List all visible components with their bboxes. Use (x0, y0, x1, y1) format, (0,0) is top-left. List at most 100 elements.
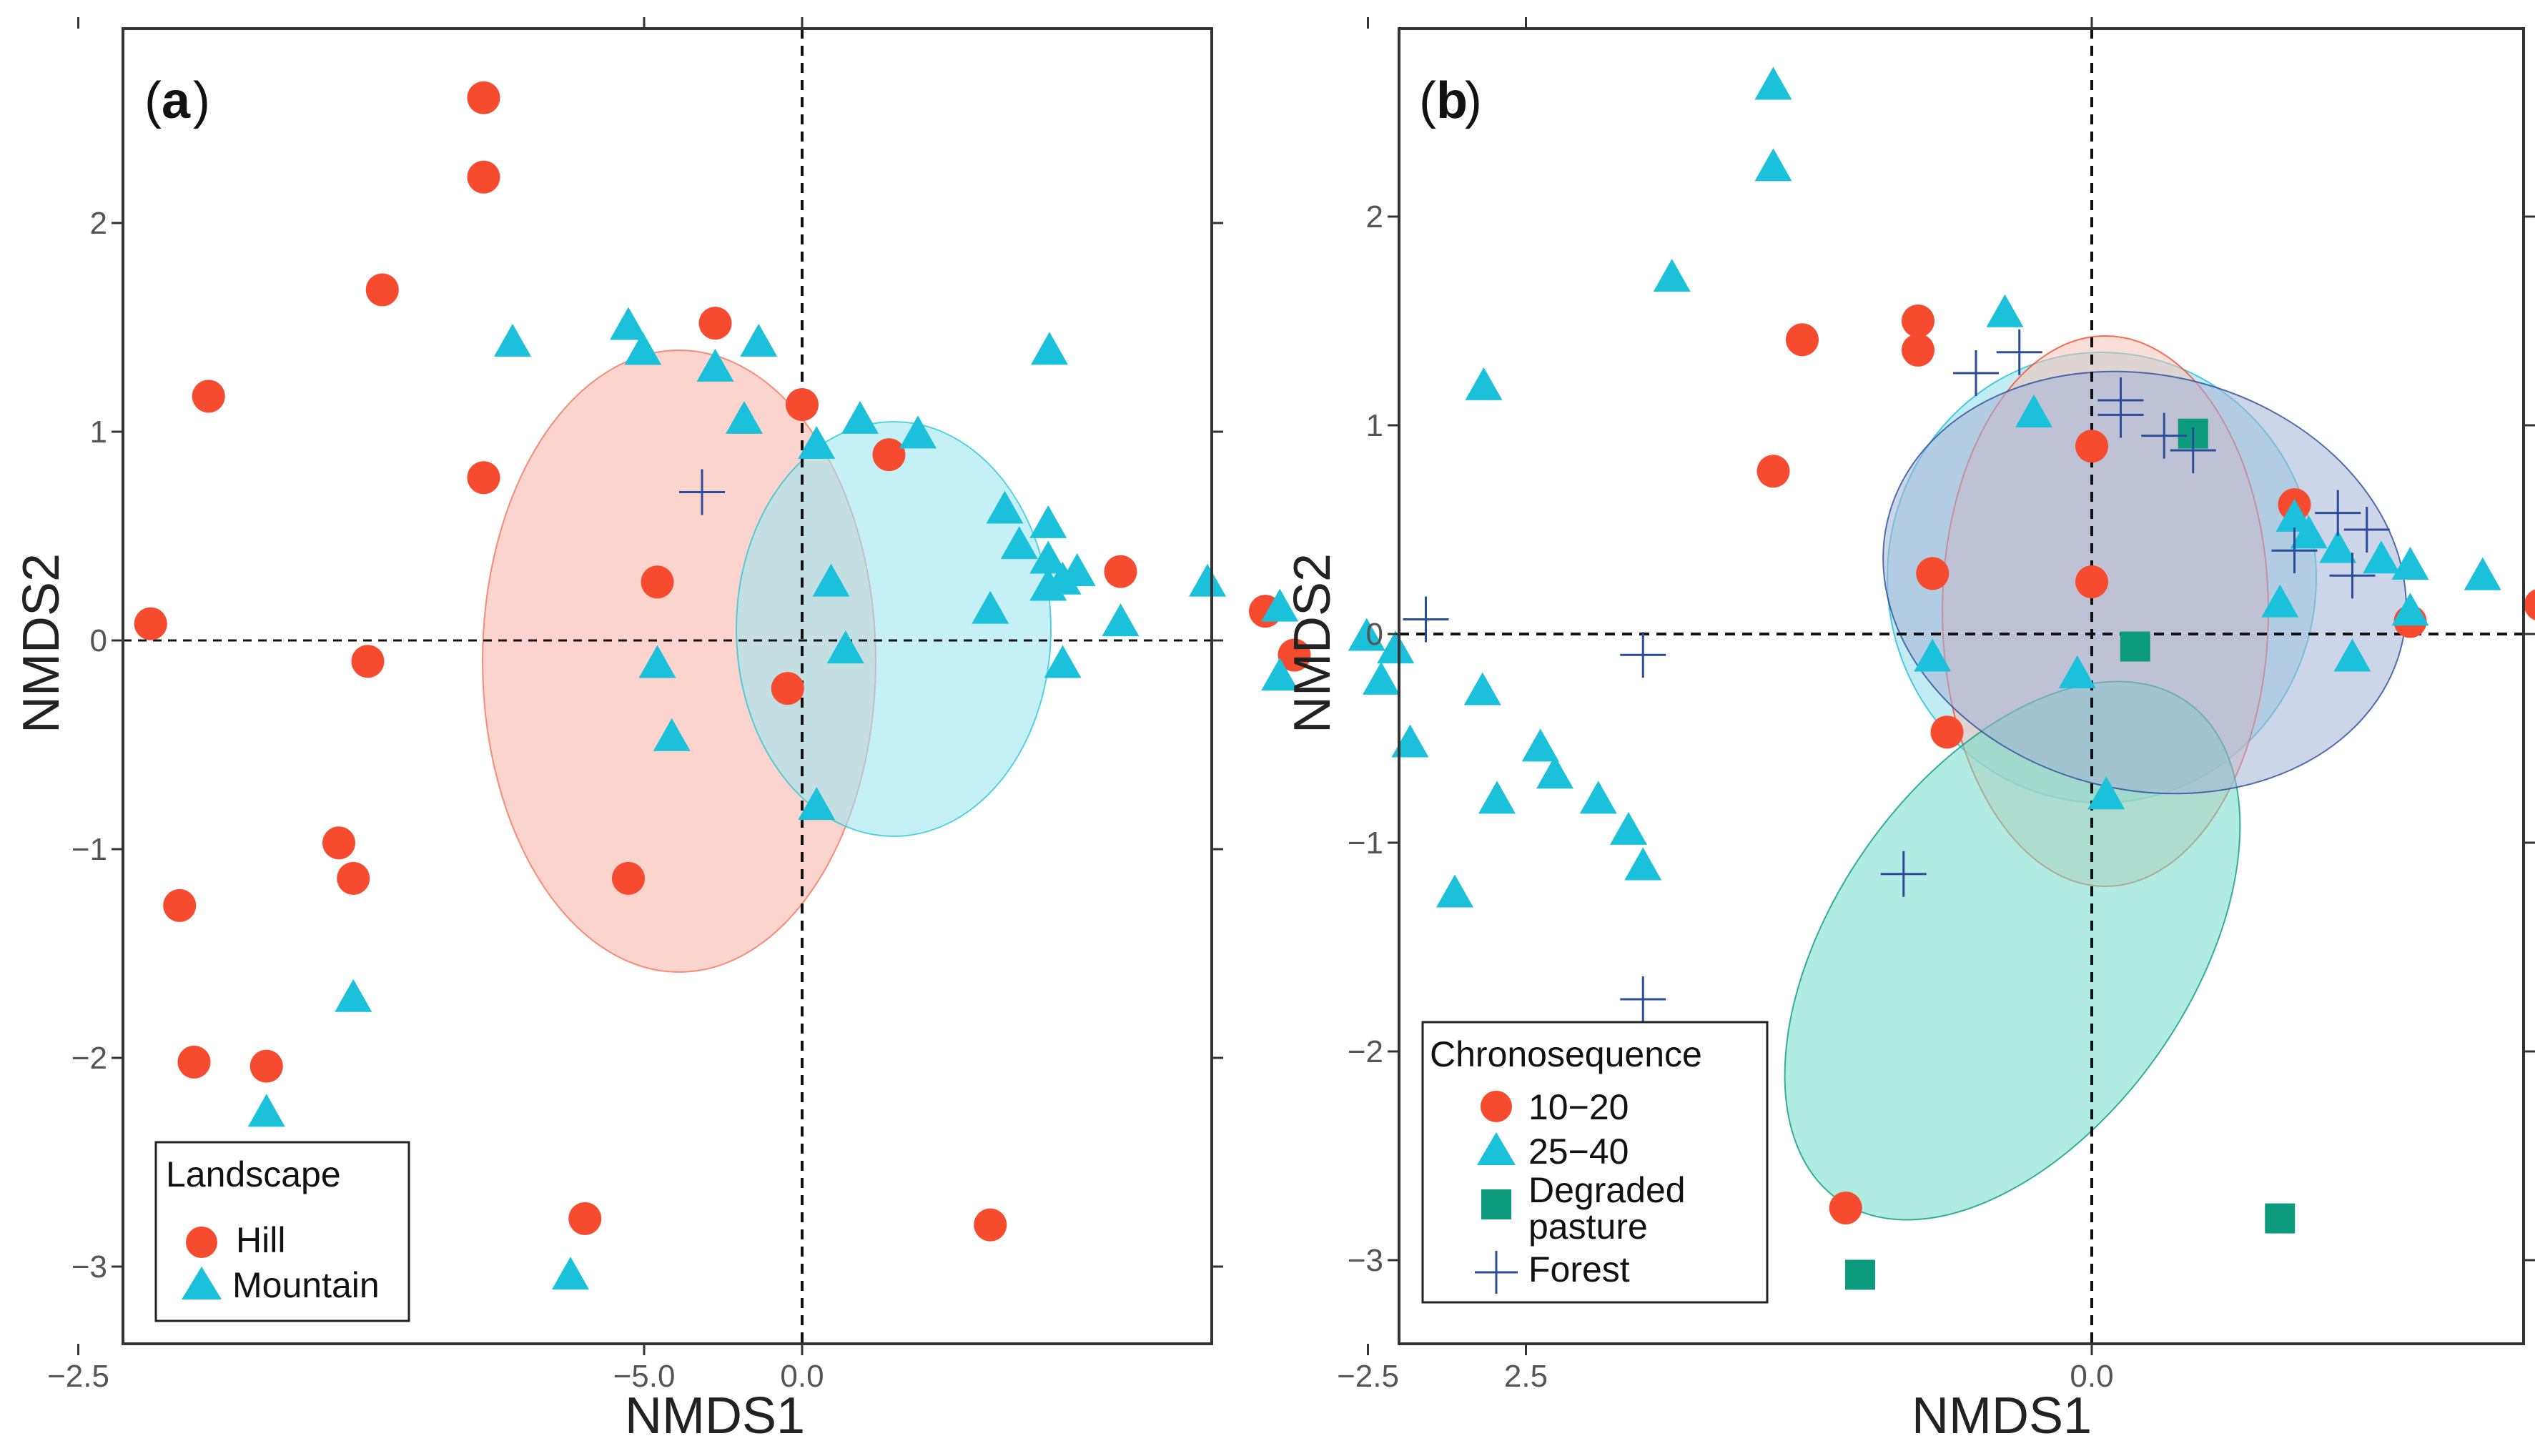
legend-forest-label: Forest (1528, 1249, 1630, 1289)
panel-a-x-axis-title: NMDS1 (625, 1387, 805, 1445)
panel-a-point-mountain-19 (1261, 588, 1299, 622)
panel-b-point-25-40-16 (2391, 593, 2429, 626)
panel-a-point-mountain-36 (798, 787, 836, 821)
panel-a-point-mountain-34 (1478, 781, 1516, 814)
panel-a-point-hill-2 (467, 160, 500, 194)
panel-a-point-hill-26 (974, 1208, 1007, 1242)
panel-a-point-hill-13 (351, 645, 385, 678)
panel-b-frame (1398, 27, 2525, 1345)
panel-b-point-25-40-11 (2363, 540, 2400, 574)
panel-b-point-25-40-1 (1754, 66, 1792, 100)
panel-a-point-hill-19 (337, 861, 370, 895)
panel-a: −5.0 −2.5 0.0 2.5 −3 −2 −1 0 1 2 ( a ) NMDS1 NMDS… (13, 17, 1617, 1445)
legend-10-20-marker (1481, 1091, 1512, 1122)
panel-b-point-25-40-4 (1031, 332, 1068, 365)
panel-a-frame (122, 27, 1213, 1345)
panel-a-point-mountain-1 (610, 307, 647, 340)
panel-a-point-mountain-16 (812, 563, 850, 597)
panel-b-y-axis-title: NMDS2 (1284, 553, 1341, 733)
legend-25-40-label: 25−40 (1528, 1131, 1629, 1172)
panel-a-point-hill-18 (322, 826, 355, 860)
panel-a-point-hill-10 (872, 438, 906, 472)
panel-b-point-10-20-3 (1902, 333, 1934, 367)
panel-b-point-forest-1 (679, 469, 725, 515)
panel-a-point-hill-25 (568, 1202, 602, 1235)
panel-a-point-mountain-25 (1044, 645, 1082, 678)
panel-a-ytick-label-6: 2 (90, 206, 107, 241)
panel-a-point-mountain-37 (335, 979, 372, 1012)
panel-b-ytick-label-2: −2 (1348, 1034, 1383, 1069)
panel-b-label-open: ( (1419, 72, 1436, 129)
panel-b-point-25-40-15 (2261, 584, 2299, 618)
panel-b-point-25-40-2 (1754, 148, 1792, 182)
panel-a-legend: Landscape Hill Mountain (154, 1141, 410, 1322)
panel-a-point-mountain-6 (726, 400, 763, 434)
panel-a-point-mountain-9 (798, 425, 836, 459)
panel-b-point-25-40-5 (1986, 294, 2024, 327)
panel-b-point-forest-11 (2329, 553, 2376, 599)
legend-forest-marker (1475, 1251, 1518, 1294)
panel-a-xtick-label-4: 2.5 (1504, 1359, 1548, 1394)
panel-a-point-hill-11 (641, 565, 674, 599)
panel-b-point-10-20-8 (2075, 565, 2108, 598)
panel-a-ticks: −5.0 −2.5 0.0 2.5 −3 −2 −1 0 1 2 (47, 17, 1548, 1394)
panel-b-point-degraded-pasture-8 (2265, 1203, 2296, 1234)
panel-b-label-close: ) (1465, 72, 1482, 129)
panel-b-ytick-label-5: 1 (1366, 408, 1383, 443)
panel-a-point-mountain-8 (899, 415, 937, 449)
panel-b-point-10-20-5 (1756, 455, 1790, 488)
panel-a-label-open: ( (144, 72, 162, 129)
legend-hill-marker (186, 1227, 217, 1258)
panel-a-point-hill-3 (365, 273, 399, 307)
panel-a-point-mountain-30 (653, 718, 691, 751)
panel-a-point-mountain-22 (1348, 618, 1385, 651)
ellipse-forest (1882, 370, 2407, 795)
panel-b-point-25-40-7 (2015, 394, 2052, 427)
panel-a-point-mountain-13 (1029, 540, 1067, 574)
panel-a-point-mountain-12 (1000, 526, 1038, 560)
panel-a-point-mountain-4 (740, 323, 778, 357)
panel-a-ellipses (482, 350, 1052, 973)
panel-b-xtick-label-3: 0.0 (2070, 1359, 2113, 1394)
panel-a-point-hill-8 (467, 461, 500, 495)
panel-b-x-axis-title: NMDS1 (1912, 1387, 2092, 1445)
panel-b-point-forest-5 (2097, 392, 2144, 438)
panel-a-point-hill-22 (177, 1045, 211, 1079)
panel-a-point-mountain-18 (1189, 563, 1226, 597)
panel-b-point-forest-6 (2141, 412, 2188, 459)
panel-b-point-degraded-pasture-2 (2120, 631, 2150, 662)
panel-b-point-forest-10 (2271, 528, 2318, 574)
panel-b-ytick-label-3: −1 (1348, 826, 1383, 861)
panel-a-point-mountain-23 (1377, 630, 1415, 664)
panel-a-ytick-label-4: 0 (90, 623, 107, 658)
panel-b-point-25-40-3 (1653, 259, 1691, 292)
legend-10-20-label: 10−20 (1528, 1087, 1629, 1127)
panel-b-ytick-label-4: 0 (1366, 617, 1383, 652)
panel-a-point-hill-14 (1104, 555, 1137, 588)
panel-a-point-mountain-21 (1102, 603, 1140, 637)
panel-a-point-mountain-38 (247, 1094, 285, 1127)
panel-b-point-25-40-19 (2058, 655, 2096, 688)
panel-a-label-close: ) (193, 72, 210, 129)
legend-degraded-pasture-marker (1481, 1189, 1511, 1219)
panel-a-point-hill-12 (134, 607, 167, 640)
panel-a-point-mountain-2 (494, 323, 531, 357)
panel-b-point-25-40-12 (2391, 547, 2429, 580)
panel-a-point-mountain-7 (841, 400, 879, 434)
panel-a-point-mountain-33 (1536, 756, 1573, 789)
panel-b-label-letter: b (1436, 72, 1468, 129)
panel-a-point-mountain-31 (1391, 724, 1429, 758)
panel-a-point-hill-6 (192, 380, 225, 413)
panel-a-point-hill-9 (786, 388, 819, 422)
panel-b-point-25-40-24 (1624, 847, 1662, 881)
panel-a-ytick-label-2: −2 (71, 1041, 107, 1076)
panel-b-point-10-20-2 (1786, 323, 1819, 357)
panel-b-ytick-label-6: 2 (1366, 199, 1383, 234)
panel-b-point-10-20-1 (1902, 304, 1934, 337)
panel-b-point-25-40-9 (2290, 515, 2328, 549)
legend-hill-label: Hill (236, 1220, 285, 1260)
panel-a-point-mountain-35 (1579, 781, 1617, 814)
panel-a-point-mountain-3 (624, 332, 662, 365)
panel-a-legend-title: Landscape (166, 1154, 341, 1194)
